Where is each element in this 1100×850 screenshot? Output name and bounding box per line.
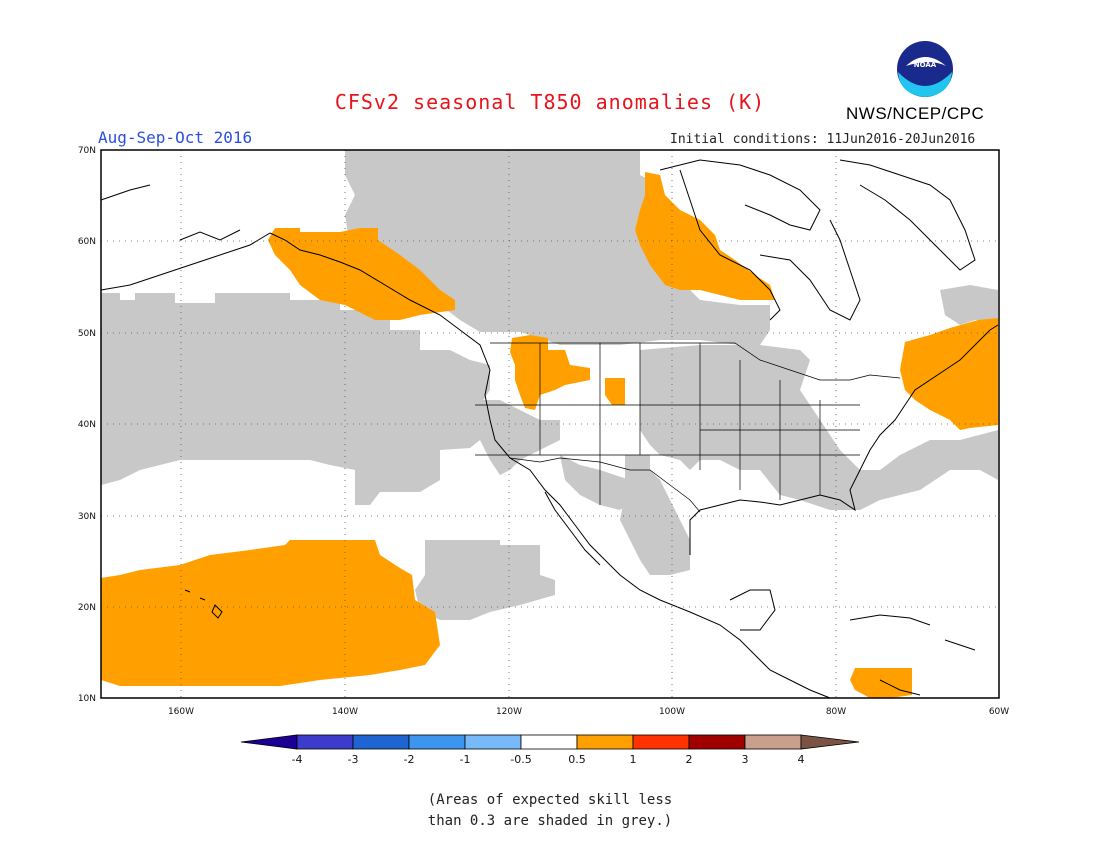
lat-label: 40N [78, 420, 96, 430]
colorbar-label: 3 [742, 753, 749, 766]
grey-mexico-pacific [415, 540, 555, 620]
colorbar-label: -1 [460, 753, 471, 766]
grey-central-us [640, 345, 998, 510]
colorbar [240, 734, 860, 750]
lat-label: 70N [78, 146, 96, 156]
colorbar-high-arrow [800, 734, 860, 750]
orange-caribbean [850, 668, 912, 698]
grey-labrador [940, 285, 998, 325]
longitude-labels: 160W 140W 120W 100W 80W 60W [168, 707, 1009, 717]
colorbar-label: 2 [686, 753, 693, 766]
colorbar-label: -2 [404, 753, 415, 766]
arctic-islands [659, 159, 821, 231]
labrador-coast [759, 219, 861, 321]
chart-title: CFSv2 seasonal T850 anomalies (K) [334, 90, 766, 114]
skill-note-line2: than 0.3 are shaded in grey.) [427, 813, 673, 829]
greenland [839, 159, 976, 271]
baja-california [544, 491, 601, 566]
grey-pacific-band [101, 293, 490, 505]
forecast-period: Aug-Sep-Oct 2016 [98, 128, 253, 147]
lat-label: 20N [78, 603, 96, 613]
colorbar-low-arrow [240, 734, 298, 750]
lat-label: 60N [78, 237, 96, 247]
caribbean-islands [849, 614, 976, 696]
colorbar-segment [352, 734, 410, 750]
colorbar-label: 0.5 [568, 753, 586, 766]
colorbar-segment [520, 734, 578, 750]
lon-label: 80W [826, 707, 846, 717]
orange-idaho [510, 335, 590, 410]
hudson-bay-coast [679, 169, 781, 321]
lat-label: 50N [78, 329, 96, 339]
skill-note: (Areas of expected skill less than 0.3 a… [0, 790, 1100, 832]
colorbar-label: -0.5 [510, 753, 531, 766]
agency-label: NWS/NCEP/CPC [846, 104, 985, 123]
colorbar-segment [464, 734, 522, 750]
lon-label: 60W [989, 707, 1009, 717]
lon-label: 100W [659, 707, 685, 717]
lat-label: 30N [78, 512, 96, 522]
grey-canada [345, 150, 770, 345]
colorbar-label: -4 [292, 753, 303, 766]
noaa-logo-icon: NOAA [897, 41, 953, 97]
orange-alaska-panhandle [268, 228, 455, 320]
orange-wyoming [605, 378, 625, 405]
skill-note-line1: (Areas of expected skill less [427, 792, 673, 808]
grey-rockies [470, 400, 560, 475]
us-canada-border [490, 342, 901, 381]
north-america-west-coast [269, 232, 831, 699]
orange-hawaii [101, 540, 440, 686]
yucatan [729, 589, 776, 631]
alaska-coast [100, 184, 271, 291]
colorbar-label: 4 [798, 753, 805, 766]
colorbar-segment [688, 734, 746, 750]
lon-label: 160W [168, 707, 194, 717]
colorbar-label: 1 [630, 753, 637, 766]
colorbar-label: -3 [348, 753, 359, 766]
colorbar-segment [744, 734, 802, 750]
initial-conditions: Initial conditions: 11Jun2016-20Jun2016 [670, 132, 976, 147]
map-border [100, 149, 1000, 699]
lon-label: 120W [496, 707, 522, 717]
us-mexico-border [509, 457, 701, 513]
latitude-labels: 70N 60N 50N 40N 30N 20N 10N [78, 146, 96, 704]
colorbar-segment [632, 734, 690, 750]
colorbar-segment [408, 734, 466, 750]
coastlines [100, 159, 999, 699]
colorbar-segment [296, 734, 354, 750]
grey-sw [620, 455, 690, 575]
lon-label: 140W [332, 707, 358, 717]
svg-text:NOAA: NOAA [914, 61, 937, 69]
lat-label: 10N [78, 694, 96, 704]
colorbar-labels: -4 -3 -2 -1 -0.5 0.5 1 2 3 4 [292, 753, 805, 766]
hawaii [184, 589, 223, 619]
graticule [101, 150, 999, 698]
east-coast [904, 324, 999, 406]
colorbar-segment [576, 734, 634, 750]
